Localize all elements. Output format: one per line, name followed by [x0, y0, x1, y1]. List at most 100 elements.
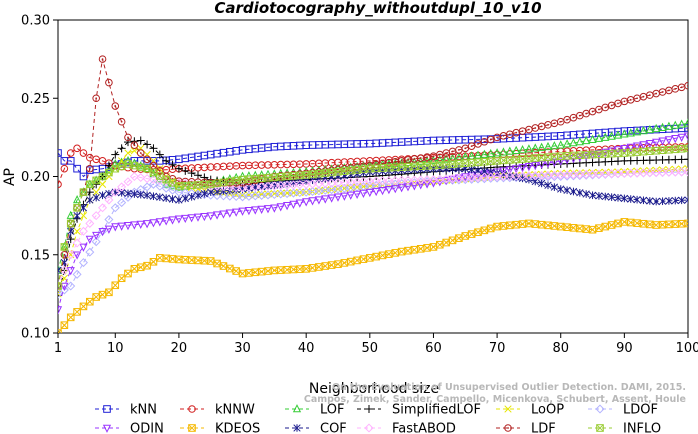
data-point-fastabod	[288, 180, 298, 190]
data-point-odin	[187, 214, 196, 223]
data-point-ldf	[556, 117, 565, 126]
data-point-inflo	[512, 155, 520, 164]
data-point-ldof	[231, 192, 241, 202]
data-point-cof	[633, 195, 641, 204]
data-point-lof	[391, 158, 400, 167]
data-point-ldf	[92, 94, 100, 103]
legend-marker-knnw	[188, 405, 196, 413]
data-point-ldf	[105, 78, 113, 87]
data-point-ldof	[117, 198, 127, 208]
data-point-odin	[518, 164, 527, 173]
data-point-odin	[92, 231, 101, 241]
data-point-fastabod	[295, 180, 305, 190]
data-point-kdeos	[461, 232, 470, 240]
data-point-ldf	[467, 142, 476, 150]
legend-item-knn: kNN	[95, 403, 157, 418]
data-point-ldf	[544, 121, 552, 129]
data-point-ldof	[250, 191, 260, 201]
data-point-ldof	[384, 179, 394, 189]
data-point-fastabod	[416, 175, 426, 185]
data-point-fastabod	[371, 176, 381, 186]
data-point-ldf	[98, 55, 107, 63]
data-point-odin	[142, 220, 152, 229]
data-point-lof	[130, 158, 139, 167]
data-point-fastabod	[129, 171, 139, 182]
data-point-cof	[194, 191, 202, 200]
data-point-odin	[683, 132, 688, 141]
data-point-fastabod	[498, 171, 508, 181]
data-point-ldof	[390, 179, 400, 189]
data-point-cof	[576, 188, 584, 197]
data-point-odin	[321, 195, 330, 204]
data-point-simplifiedlof	[149, 144, 158, 153]
data-point-kdeos	[86, 297, 94, 306]
data-point-lof	[480, 149, 489, 158]
data-point-ldf	[531, 124, 540, 132]
x-tick-label: 40	[298, 341, 315, 356]
data-point-ldof	[276, 189, 286, 199]
data-point-odin	[327, 194, 336, 203]
data-point-fastabod	[333, 178, 343, 188]
data-point-cof	[200, 189, 209, 198]
data-point-cof	[569, 187, 578, 196]
data-point-cof	[124, 189, 132, 198]
data-point-odin	[632, 142, 642, 151]
data-point-lof	[66, 210, 75, 219]
legend-item-ldof: LDOF	[588, 403, 658, 418]
data-point-fastabod	[568, 170, 578, 180]
data-point-ldf	[563, 115, 571, 124]
data-point-knn	[58, 149, 62, 157]
data-point-cof	[58, 266, 62, 275]
data-point-inflo	[181, 181, 190, 190]
x-tick-label: 10	[107, 341, 124, 356]
data-point-kdeos	[423, 244, 431, 252]
data-point-kdeos	[436, 240, 444, 249]
data-point-lof	[613, 130, 623, 139]
legend-item-odin: ODIN	[95, 422, 164, 434]
data-point-inflo	[582, 151, 590, 159]
data-point-odin	[251, 206, 260, 215]
data-point-fastabod	[231, 182, 241, 192]
data-point-kdeos	[117, 274, 126, 283]
data-point-ldf	[601, 103, 610, 112]
data-point-ldf	[461, 144, 470, 153]
data-point-lof	[652, 123, 661, 133]
data-point-lof	[512, 145, 521, 154]
data-point-kdeos	[143, 261, 151, 270]
data-point-loop	[671, 165, 679, 173]
data-point-cof	[652, 197, 660, 206]
data-point-simplifiedlof	[174, 164, 183, 173]
data-point-knnw	[73, 144, 81, 153]
data-point-ldof	[72, 269, 82, 279]
legend-marker-simplifiedlof	[365, 405, 373, 413]
series-inflo	[58, 144, 688, 290]
data-point-ldof	[225, 191, 235, 201]
data-point-kdeos	[607, 221, 616, 229]
data-point-ldf	[652, 89, 660, 98]
data-point-fastabod	[664, 167, 674, 177]
data-point-ldof	[142, 182, 152, 192]
legend: kNN kNNW LOF SimplifiedLOF LoOP LDOF ODIN KDEOS…	[95, 403, 661, 434]
legend-marker-cof	[293, 424, 301, 432]
data-point-fastabod	[486, 172, 496, 182]
data-point-odin	[531, 161, 540, 171]
data-point-odin	[117, 222, 126, 231]
data-point-fastabod	[683, 167, 688, 177]
data-point-kdeos	[111, 281, 120, 290]
data-point-odin	[658, 137, 667, 146]
data-point-simplifiedlof	[684, 155, 688, 164]
data-point-ldof	[155, 181, 165, 191]
data-point-ldf	[633, 94, 641, 103]
data-point-kdeos	[60, 321, 69, 329]
data-point-lof	[524, 144, 534, 153]
data-point-lof	[664, 121, 674, 130]
data-point-fastabod	[263, 181, 273, 191]
data-point-ldof	[371, 180, 381, 190]
data-point-odin	[512, 165, 521, 174]
data-point-kdeos	[79, 302, 88, 311]
data-point-fastabod	[136, 173, 146, 183]
data-point-odin	[219, 210, 228, 219]
data-point-odin	[123, 222, 133, 231]
data-point-cof	[213, 187, 221, 196]
data-point-ldof	[78, 258, 88, 268]
